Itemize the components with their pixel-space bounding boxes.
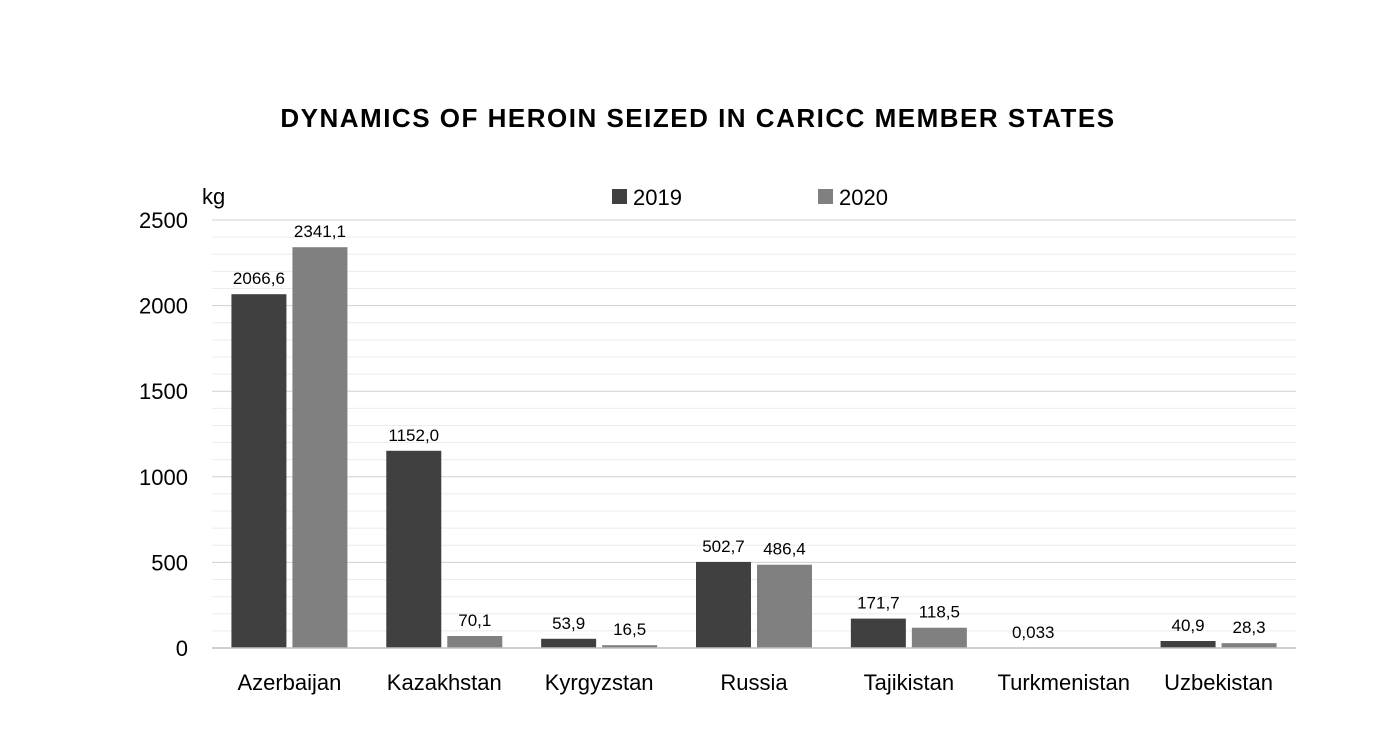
- chart-title: DYNAMICS OF HEROIN SEIZED IN CARICC MEMB…: [280, 103, 1115, 133]
- data-label-tajikistan-2020: 118,5: [919, 603, 960, 622]
- y-tick-label: 2000: [139, 294, 188, 319]
- bar-kyrgyzstan-2019: [541, 639, 596, 648]
- legend-swatch-2019: [612, 189, 627, 204]
- bar-tajikistan-2020: [912, 628, 967, 648]
- data-label-russia-2019: 502,7: [702, 537, 745, 556]
- bar-russia-2019: [696, 562, 751, 648]
- y-tick-label: 500: [151, 550, 188, 575]
- bar-russia-2020: [757, 565, 812, 648]
- bar-tajikistan-2019: [851, 619, 906, 648]
- x-tick-label-kyrgyzstan: Kyrgyzstan: [545, 670, 654, 695]
- data-label-azerbaijan-2019: 2066,6: [233, 269, 285, 288]
- y-axis-ticks: 0 500 1000 1500 2000 2500: [139, 208, 188, 661]
- bars: [231, 247, 1276, 648]
- x-tick-label-turkmenistan: Turkmenistan: [997, 670, 1129, 695]
- x-tick-label-uzbekistan: Uzbekistan: [1164, 670, 1273, 695]
- bar-azerbaijan-2020: [292, 247, 347, 648]
- data-label-turkmenistan-2019: 0,033: [1012, 623, 1055, 642]
- x-tick-label-azerbaijan: Azerbaijan: [237, 670, 341, 695]
- bar-uzbekistan-2019: [1161, 641, 1216, 648]
- y-unit-label: kg: [202, 184, 225, 209]
- data-label-azerbaijan-2020: 2341,1: [294, 222, 346, 241]
- gridlines: [212, 220, 1296, 631]
- data-label-kazakhstan-2020: 70,1: [458, 611, 491, 630]
- bar-kazakhstan-2020: [447, 636, 502, 648]
- bar-azerbaijan-2019: [231, 294, 286, 648]
- legend-label-2020: 2020: [839, 185, 888, 210]
- data-label-tajikistan-2019: 171,7: [857, 594, 900, 613]
- data-label-russia-2020: 486,4: [763, 540, 806, 559]
- y-tick-label: 1000: [139, 465, 188, 490]
- data-label-uzbekistan-2019: 40,9: [1172, 616, 1205, 635]
- x-tick-label-kazakhstan: Kazakhstan: [387, 670, 502, 695]
- legend: 2019 2020: [612, 185, 888, 210]
- legend-label-2019: 2019: [633, 185, 682, 210]
- x-tick-label-tajikistan: Tajikistan: [864, 670, 954, 695]
- bar-kazakhstan-2019: [386, 451, 441, 648]
- x-tick-label-russia: Russia: [720, 670, 788, 695]
- data-label-uzbekistan-2020: 28,3: [1233, 618, 1266, 637]
- legend-swatch-2020: [818, 189, 833, 204]
- y-tick-label: 2500: [139, 208, 188, 233]
- y-tick-label: 0: [176, 636, 188, 661]
- data-label-kyrgyzstan-2020: 16,5: [613, 620, 646, 639]
- data-label-kazakhstan-2019: 1152,0: [388, 426, 439, 445]
- data-label-kyrgyzstan-2019: 53,9: [552, 614, 585, 633]
- x-axis-ticks: Azerbaijan Kazakhstan Kyrgyzstan Russia Taji…: [237, 670, 1273, 695]
- y-tick-label: 1500: [139, 379, 188, 404]
